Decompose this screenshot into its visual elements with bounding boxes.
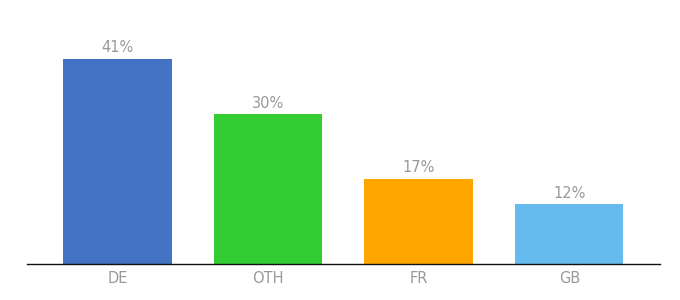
Bar: [515, 204, 624, 264]
Text: 41%: 41%: [101, 40, 134, 56]
Text: 12%: 12%: [553, 185, 585, 200]
Bar: [63, 59, 172, 264]
Bar: [364, 179, 473, 264]
Bar: [214, 114, 322, 264]
Text: 30%: 30%: [252, 95, 284, 110]
Text: 17%: 17%: [403, 160, 435, 175]
